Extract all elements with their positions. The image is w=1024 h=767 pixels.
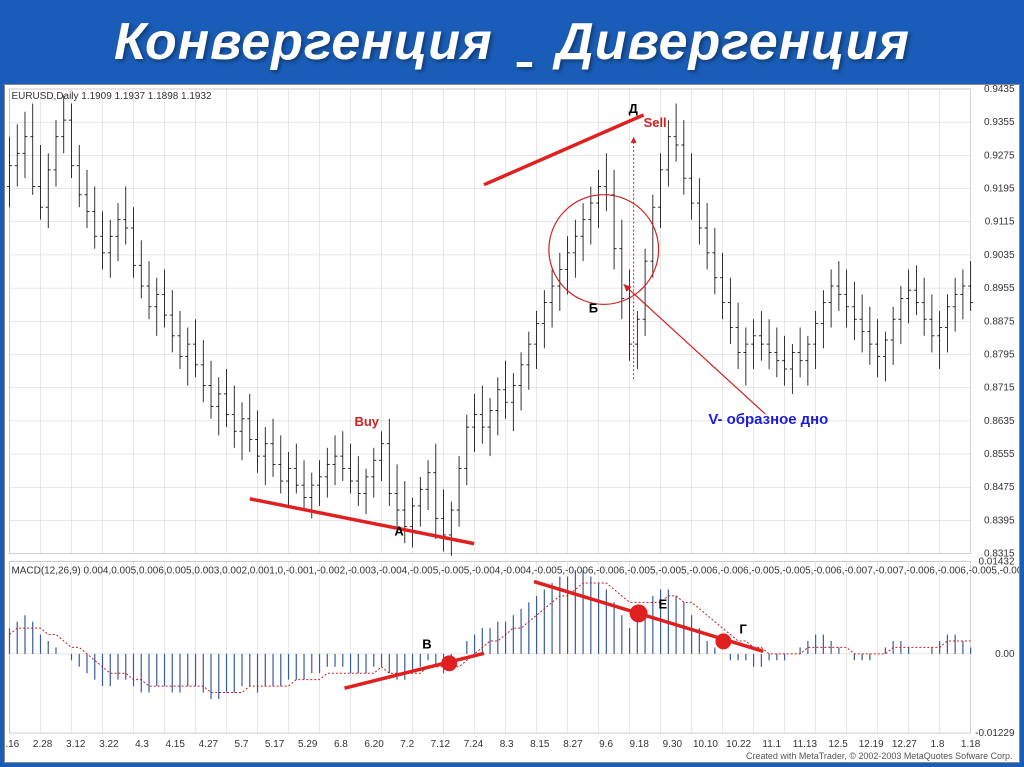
svg-text:0.00: 0.00 — [995, 649, 1015, 660]
x-axis: 2.16 2.28 3.12 3.22 4.3 4.15 4.27 5.7 5.17 5.29 6.… — [5, 739, 981, 750]
svg-text:0.8475: 0.8475 — [984, 482, 1015, 493]
svg-text:0.8555: 0.8555 — [984, 449, 1015, 460]
macd-chart: -0.012290.000.01432 — [9, 557, 1014, 739]
slide-title: Конвергенция Дивергенция — [0, 12, 1024, 72]
svg-text:12.19: 12.19 — [859, 739, 884, 750]
svg-text:10.22: 10.22 — [726, 739, 751, 750]
svg-text:5.29: 5.29 — [298, 739, 318, 750]
footer: Created with MetaTrader, © 2002-2003 Met… — [746, 751, 1013, 761]
point-b: Б — [589, 300, 598, 315]
svg-text:11.1: 11.1 — [762, 739, 781, 750]
svg-text:5.7: 5.7 — [235, 739, 249, 750]
svg-text:0.9035: 0.9035 — [984, 250, 1015, 261]
svg-text:7.2: 7.2 — [400, 739, 414, 750]
dot-e — [630, 604, 648, 622]
svg-text:0.9355: 0.9355 — [984, 117, 1015, 128]
svg-text:8.15: 8.15 — [530, 739, 550, 750]
svg-text:0.9435: 0.9435 — [984, 85, 1015, 95]
svg-text:0.9115: 0.9115 — [985, 217, 1015, 228]
svg-text:12.5: 12.5 — [828, 739, 848, 750]
svg-text:3.22: 3.22 — [99, 739, 119, 750]
svg-text:6.20: 6.20 — [364, 739, 384, 750]
svg-text:7.24: 7.24 — [464, 739, 484, 750]
point-v: В — [422, 636, 431, 651]
svg-text:9.18: 9.18 — [630, 739, 650, 750]
svg-text:0.8955: 0.8955 — [984, 283, 1015, 294]
svg-text:6.8: 6.8 — [334, 739, 348, 750]
chart-frame: 0.83150.83950.84750.85550.86350.87150.87… — [4, 84, 1020, 763]
sell-label: Sell — [644, 115, 667, 130]
buy-label: Buy — [354, 414, 379, 429]
svg-text:10.10: 10.10 — [693, 739, 718, 750]
svg-text:2.16: 2.16 — [5, 739, 20, 750]
svg-text:9.6: 9.6 — [599, 739, 613, 750]
dot-v — [441, 655, 457, 671]
dot-g — [715, 633, 731, 649]
point-a: А — [394, 524, 404, 539]
price-chart: 0.83150.83950.84750.85550.86350.87150.87… — [7, 85, 1015, 560]
svg-text:11.13: 11.13 — [793, 739, 818, 750]
svg-text:3.12: 3.12 — [66, 739, 86, 750]
svg-text:0.9195: 0.9195 — [984, 184, 1015, 195]
svg-text:9.30: 9.30 — [663, 739, 683, 750]
point-d: Д — [629, 101, 638, 116]
v-bottom-label: V- образное дно — [708, 411, 828, 428]
point-e: Е — [659, 596, 668, 611]
slide: Конвергенция Дивергенция 0.83150.83950.8… — [0, 0, 1024, 767]
svg-text:0.9275: 0.9275 — [984, 150, 1015, 161]
svg-text:4.15: 4.15 — [165, 739, 185, 750]
symbol-label: EURUSD,Daily 1.1909 1.1937 1.1898 1.1932 — [11, 91, 212, 102]
svg-text:1.8: 1.8 — [931, 739, 945, 750]
svg-text:12.27: 12.27 — [892, 739, 917, 750]
svg-text:-0.01229: -0.01229 — [975, 728, 1015, 739]
svg-text:8.3: 8.3 — [500, 739, 514, 750]
svg-text:8.27: 8.27 — [563, 739, 583, 750]
svg-text:0.8875: 0.8875 — [984, 316, 1015, 327]
svg-text:2.28: 2.28 — [33, 739, 53, 750]
svg-text:4.27: 4.27 — [199, 739, 219, 750]
svg-text:0.8715: 0.8715 — [984, 383, 1015, 394]
svg-text:0.8635: 0.8635 — [984, 416, 1015, 427]
svg-text:5.17: 5.17 — [265, 739, 285, 750]
svg-text:1.18: 1.18 — [961, 739, 981, 750]
svg-text:7.12: 7.12 — [431, 739, 451, 750]
svg-text:0.8395: 0.8395 — [984, 515, 1015, 526]
macd-label: MACD(12,26,9) 0.004,0.005,0.006,0.005,0.… — [11, 566, 1019, 577]
chart-svg: 0.83150.83950.84750.85550.86350.87150.87… — [5, 85, 1019, 762]
title-right: Дивергенция — [556, 12, 910, 72]
title-left: Конвергенция — [114, 12, 493, 72]
svg-text:4.3: 4.3 — [135, 739, 149, 750]
point-g: Г — [739, 621, 747, 636]
svg-text:0.8795: 0.8795 — [984, 349, 1015, 360]
